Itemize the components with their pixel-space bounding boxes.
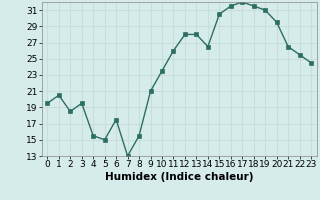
X-axis label: Humidex (Indice chaleur): Humidex (Indice chaleur) — [105, 172, 253, 182]
